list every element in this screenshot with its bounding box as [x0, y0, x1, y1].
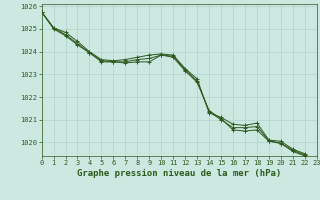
X-axis label: Graphe pression niveau de la mer (hPa): Graphe pression niveau de la mer (hPa) — [77, 169, 281, 178]
